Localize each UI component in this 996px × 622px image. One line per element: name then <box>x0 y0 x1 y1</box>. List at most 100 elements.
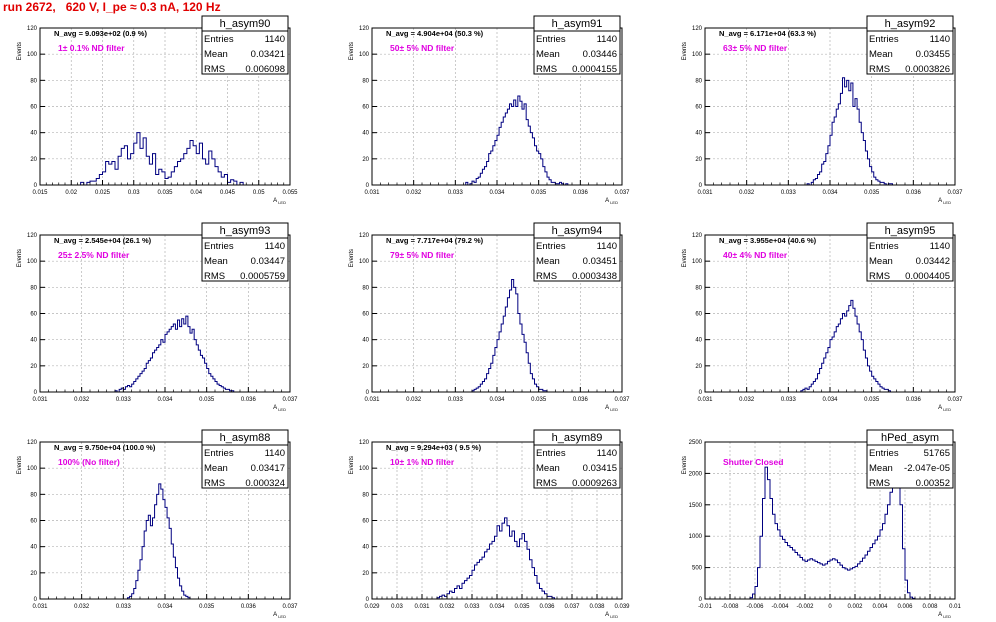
stats-label: Mean <box>536 256 560 267</box>
stats-label: RMS <box>869 478 890 489</box>
stats-value: 0.0004155 <box>572 64 617 75</box>
y-tick-label: 60 <box>30 312 37 318</box>
x-tick-label: 0.033 <box>781 190 797 196</box>
panel-h_asym94: 0.031 0.032 0.033 0.034 0.035 0.036 0.037 0 20 40… <box>349 222 630 412</box>
stats-label: RMS <box>204 271 225 282</box>
y-tick-label: 100 <box>359 466 370 472</box>
x-axis-title: A LED <box>605 405 618 412</box>
x-tick-label: 0.034 <box>489 604 505 610</box>
stats-value: 0.03421 <box>251 49 285 60</box>
stats-label: Entries <box>869 34 899 45</box>
y-tick-label: 40 <box>30 545 37 551</box>
y-tick-label: 60 <box>695 312 702 318</box>
x-tick-label: 0.037 <box>947 190 963 196</box>
y-axis-title: Events <box>682 42 688 60</box>
panel-h_asym89: 0.029 0.03 0.031 0.032 0.033 0.034 0.035 0.036 0… <box>349 429 630 619</box>
stats-value: 1140 <box>597 448 617 459</box>
x-tick-label: 0.035 <box>199 604 215 610</box>
y-tick-label: 80 <box>362 285 369 291</box>
y-tick-label: 0 <box>34 390 38 396</box>
y-tick-label: 120 <box>692 233 703 239</box>
y-tick-label: 40 <box>362 545 369 551</box>
x-tick-label: 0.037 <box>282 604 298 610</box>
x-tick-label: 0.034 <box>157 397 173 403</box>
x-tick-label: 0.035 <box>514 604 530 610</box>
filter-note: 10± 1% ND filter <box>390 457 455 467</box>
histogram-line <box>800 299 891 392</box>
histogram-name: h_asym90 <box>220 18 271 30</box>
x-tick-label: 0.03 <box>128 190 140 196</box>
y-tick-label: 1500 <box>689 503 703 509</box>
x-tick-label: 0.037 <box>564 604 580 610</box>
y-tick-label: 0 <box>699 183 703 189</box>
x-tick-label: 0.032 <box>406 190 422 196</box>
y-tick-label: 0 <box>34 183 38 189</box>
y-tick-label: 100 <box>27 466 38 472</box>
x-tick-label: -0.01 <box>698 604 712 610</box>
navg-text: N_avg = 6.171e+04 (63.3 %) <box>719 29 817 38</box>
stats-label: Mean <box>536 463 560 474</box>
panel-h_asym90: 0.015 0.02 0.025 0.03 0.035 0.04 0.045 0.05 0.05… <box>17 15 298 205</box>
x-tick-label: 0.04 <box>190 190 202 196</box>
y-tick-label: 20 <box>362 571 369 577</box>
stats-label: Mean <box>869 49 893 60</box>
navg-text: N_avg = 9.093e+02 (0.9 %) <box>54 29 147 38</box>
y-tick-label: 0 <box>699 390 703 396</box>
stats-value: 0.00352 <box>916 478 950 489</box>
filter-note: Shutter Closed <box>723 457 783 467</box>
panel-h_asym95: 0.031 0.032 0.033 0.034 0.035 0.036 0.037 0 20 40… <box>682 222 963 412</box>
x-tick-label: -0.004 <box>771 604 789 610</box>
navg-text: N_avg = 2.545e+04 (26.1 %) <box>54 236 152 245</box>
filter-note: 50± 5% ND filter <box>390 43 455 53</box>
y-tick-label: 20 <box>695 364 702 370</box>
panel-hPed_asym: -0.01 -0.008 -0.006 -0.004 -0.002 0 0.002 0.004… <box>682 429 961 619</box>
stats-label: Entries <box>869 448 899 459</box>
x-tick-label: 0.055 <box>282 190 298 196</box>
x-tick-label: 0.033 <box>116 397 132 403</box>
x-tick-label: 0.031 <box>697 190 713 196</box>
stats-value: 0.006098 <box>245 64 285 75</box>
stats-label: RMS <box>536 64 557 75</box>
y-tick-label: 20 <box>695 157 702 163</box>
y-tick-label: 20 <box>30 157 37 163</box>
x-tick-label: 0.008 <box>922 604 938 610</box>
x-tick-label: 0.039 <box>614 604 630 610</box>
y-tick-label: 0 <box>366 183 370 189</box>
x-tick-label: 0.032 <box>739 190 755 196</box>
stats-value: 0.03417 <box>251 463 285 474</box>
filter-note: 40± 4% ND filter <box>723 250 788 260</box>
y-tick-label: 80 <box>30 492 37 498</box>
x-tick-label: 0.034 <box>822 190 838 196</box>
stats-label: Entries <box>536 448 566 459</box>
x-tick-label: 0.037 <box>614 397 630 403</box>
x-tick-label: 0.034 <box>489 397 505 403</box>
navg-text: N_avg = 4.904e+04 (50.3 %) <box>386 29 484 38</box>
y-tick-label: 40 <box>695 131 702 137</box>
histogram-line <box>80 132 244 186</box>
stats-value: 1140 <box>930 241 950 252</box>
y-tick-label: 20 <box>362 364 369 370</box>
y-tick-label: 60 <box>362 312 369 318</box>
stats-box <box>201 15 289 75</box>
stats-value: 1140 <box>597 241 617 252</box>
stats-value: 0.03415 <box>583 463 617 474</box>
x-tick-label: 0.035 <box>864 190 880 196</box>
stats-box <box>201 429 289 489</box>
y-tick-label: 100 <box>692 259 703 265</box>
x-tick-label: 0.036 <box>573 397 589 403</box>
histogram-line <box>127 483 191 599</box>
stats-label: RMS <box>204 64 225 75</box>
x-tick-label: 0.033 <box>448 397 464 403</box>
histogram-line <box>471 278 548 392</box>
histogram-line <box>465 95 569 186</box>
histogram-name: h_asym94 <box>552 225 603 237</box>
y-tick-label: 100 <box>359 52 370 58</box>
panel-h_asym88: 0.031 0.032 0.033 0.034 0.035 0.036 0.037 0 20 40… <box>17 429 298 619</box>
stats-label: Entries <box>869 241 899 252</box>
stats-value: 1140 <box>265 34 285 45</box>
filter-note: 25± 2.5% ND filter <box>58 250 130 260</box>
y-tick-label: 80 <box>30 78 37 84</box>
histogram-name: h_asym92 <box>885 18 936 30</box>
stats-label: Mean <box>536 49 560 60</box>
